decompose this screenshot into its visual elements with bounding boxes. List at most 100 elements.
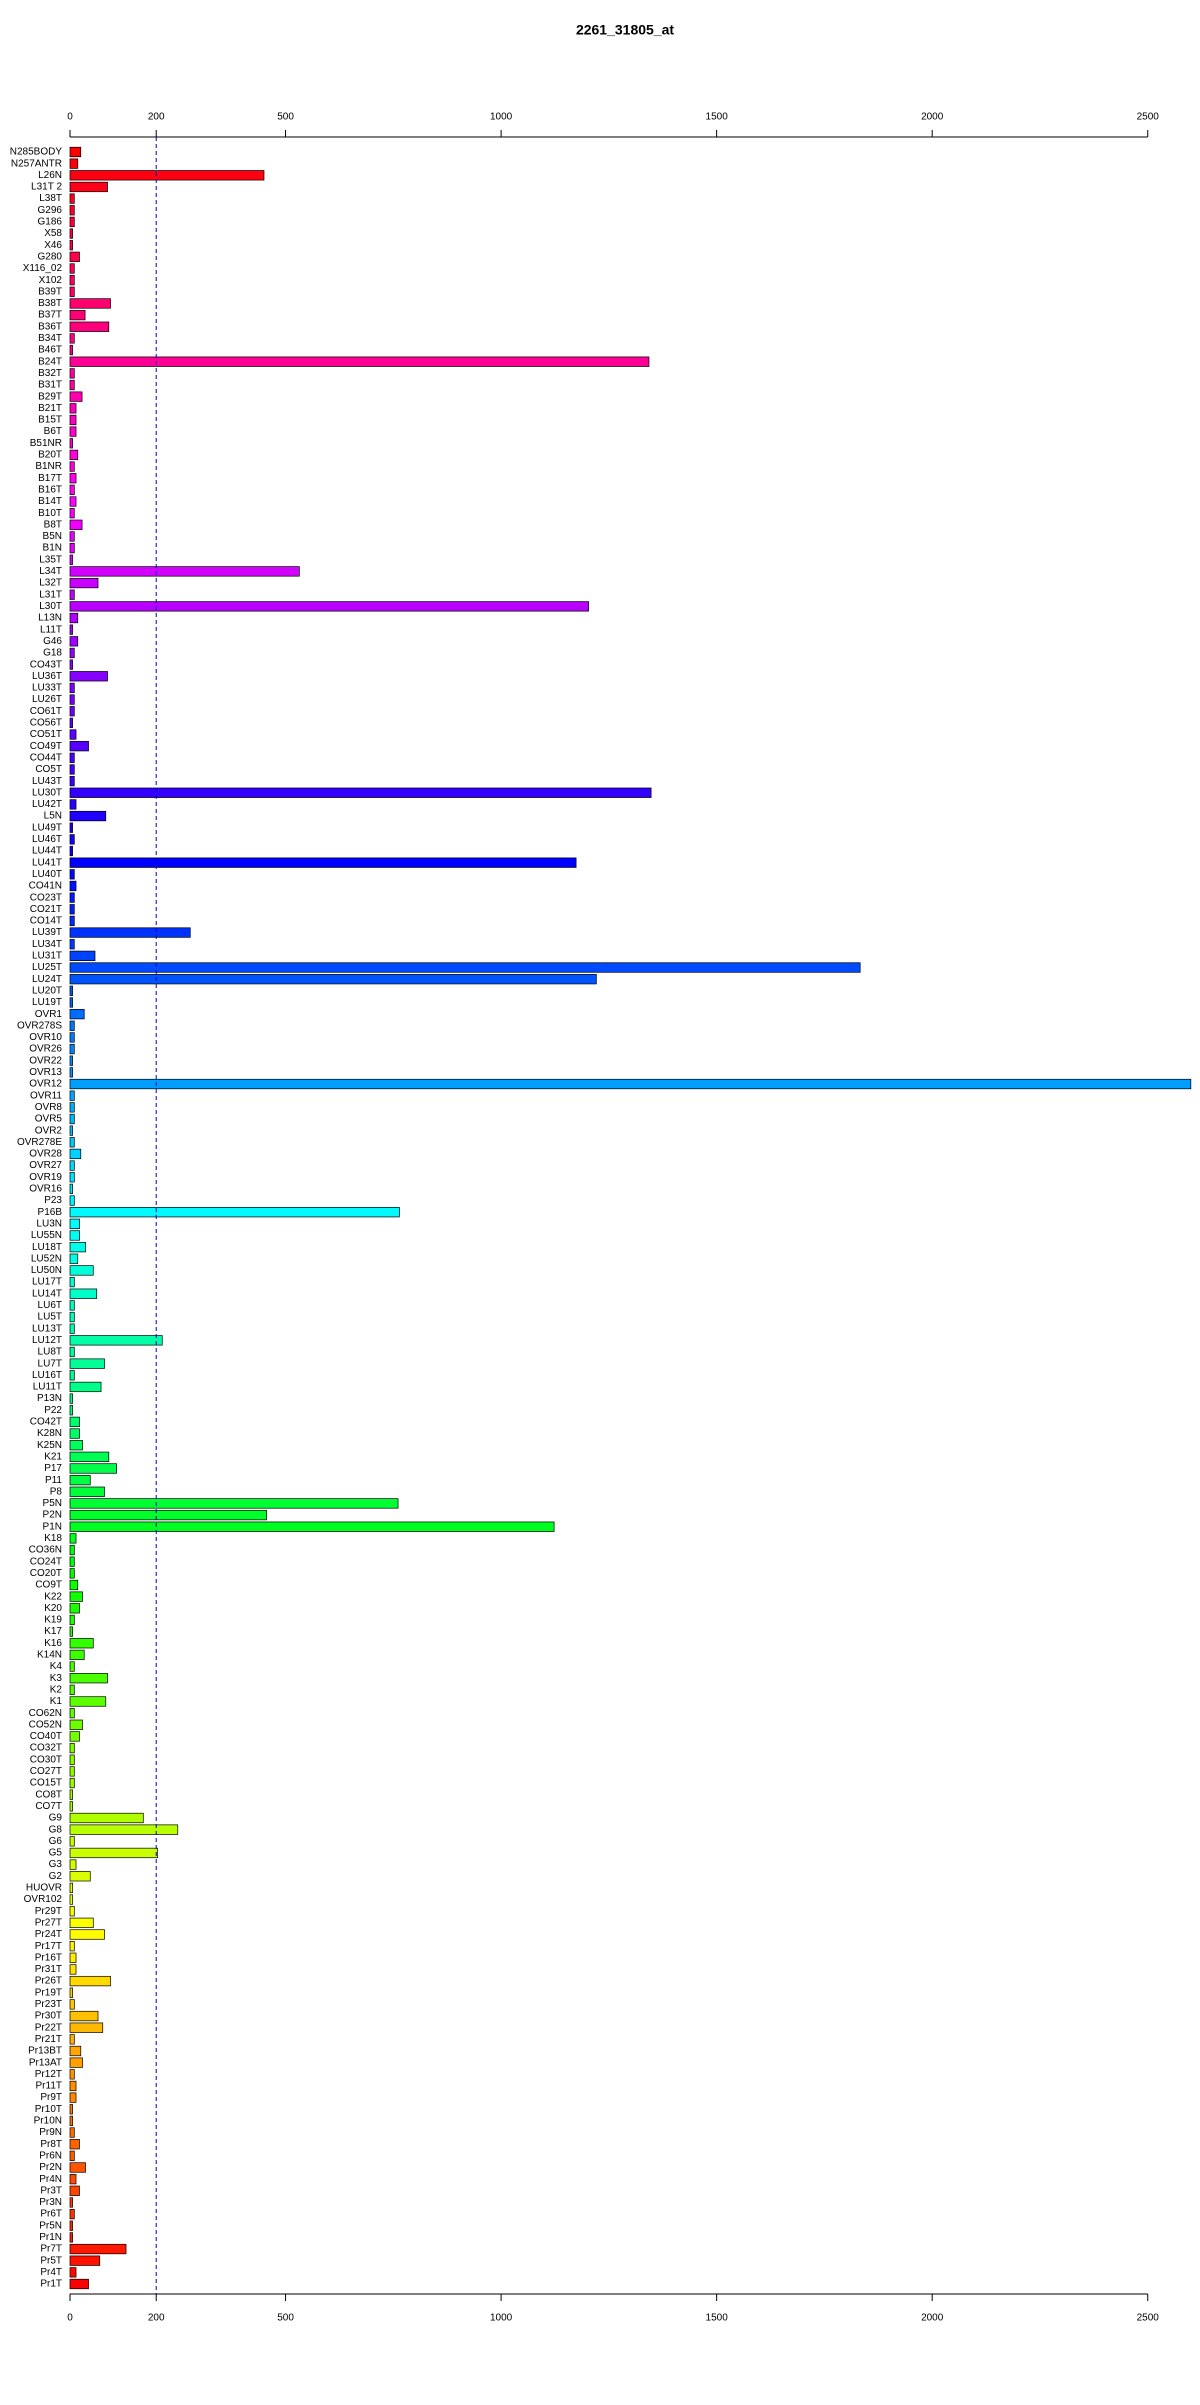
bar [69, 892, 75, 903]
bar [69, 741, 89, 752]
bar [69, 449, 79, 461]
y-tick-label: LU8T [38, 1347, 62, 1358]
bar [69, 717, 73, 728]
bar [69, 1708, 75, 1719]
bar [69, 1288, 98, 1299]
y-tick-label: B32T [38, 368, 62, 379]
bar [69, 1521, 555, 1532]
y-tick-label: LU6T [38, 1300, 62, 1311]
y-tick-label: L13N [38, 613, 62, 624]
bar [69, 286, 75, 297]
bar [69, 1463, 117, 1474]
y-tick-label: HUOVR [26, 1883, 62, 1894]
y-tick-label: Pr27T [35, 1917, 62, 1928]
bar [69, 2057, 83, 2068]
y-tick-label: G186 [38, 217, 63, 228]
y-tick-label: CO36N [29, 1545, 62, 1556]
bar [69, 682, 75, 694]
bar [69, 2162, 86, 2173]
y-tick-label: P17 [44, 1463, 62, 1474]
bar [69, 2069, 75, 2080]
bar [69, 1766, 75, 1777]
bar [69, 2080, 77, 2092]
bar [69, 764, 75, 775]
y-tick-label: CO43T [30, 659, 62, 670]
bar [69, 706, 75, 717]
y-tick-label: K14N [37, 1650, 62, 1661]
y-tick-label: LU42T [32, 799, 62, 810]
bar [69, 1568, 75, 1579]
bar [69, 473, 77, 484]
y-tick-label: P13N [37, 1393, 62, 1404]
bar [69, 787, 652, 798]
bar [69, 275, 75, 286]
bar [69, 1754, 75, 1765]
y-tick-label: LU18T [32, 1242, 62, 1253]
bar [69, 1218, 80, 1229]
y-tick-label: P23 [44, 1195, 62, 1206]
y-tick-label: K22 [44, 1591, 62, 1602]
bar [69, 251, 80, 262]
y-tick-label: Pr11T [36, 2081, 63, 2092]
bar [69, 181, 108, 193]
bar [69, 2115, 73, 2127]
y-tick-label: Pr23T [35, 1999, 62, 2010]
y-tick-label: K25N [37, 1440, 62, 1451]
y-tick-label: L31T 2 [31, 182, 62, 193]
bar [69, 1638, 94, 1649]
bar [69, 146, 82, 158]
y-tick-label: X46 [44, 240, 62, 251]
y-tick-label: CO49T [30, 741, 62, 752]
y-tick-label: OVR278S [17, 1020, 62, 1031]
x-tick-label: 1500 [706, 112, 729, 123]
bar [69, 2010, 99, 2022]
y-tick-label: Pr24T [35, 1929, 62, 1940]
y-tick-label: X102 [39, 275, 63, 286]
bar [69, 414, 77, 426]
y-tick-label: CO62N [29, 1708, 62, 1719]
y-tick-label: K18 [44, 1533, 62, 1544]
y-tick-label: K2 [50, 1684, 63, 1695]
y-tick-label: CO14T [30, 916, 62, 927]
y-tick-label: B34T [38, 333, 62, 344]
y-tick-label: L38T [39, 193, 62, 204]
y-tick-label: Pr6N [39, 2150, 62, 2161]
bar [69, 904, 75, 915]
y-tick-label: Pr26T [35, 1976, 62, 1987]
bar [69, 1941, 75, 1952]
bar [69, 1626, 73, 1637]
bar [69, 333, 75, 344]
bar [69, 775, 75, 787]
y-tick-label: K28N [37, 1428, 62, 1439]
bar [69, 496, 77, 507]
bar [69, 1148, 82, 1160]
y-tick-label: Pr1N [39, 2232, 62, 2243]
bar [69, 1801, 73, 1812]
y-tick-label: P8 [50, 1486, 63, 1497]
bar [69, 1719, 83, 1730]
bar [69, 519, 83, 530]
bar [69, 170, 265, 181]
y-tick-label: LU11T [33, 1382, 62, 1393]
y-tick-label: CO42T [30, 1417, 62, 1428]
y-tick-label: Pr4N [39, 2174, 62, 2185]
y-tick-label: L11T [40, 624, 62, 635]
bar [69, 205, 75, 216]
bar [69, 1649, 85, 1661]
bar [69, 1335, 163, 1346]
bar [69, 2267, 77, 2278]
bar [69, 1917, 94, 1928]
y-tick-label: B24T [38, 356, 62, 367]
y-tick-label: Pr1T [40, 2279, 62, 2290]
y-tick-label: OVR22 [29, 1055, 62, 1066]
bar [69, 1475, 91, 1486]
bar [69, 1428, 80, 1439]
bar [69, 752, 75, 763]
bar [69, 1113, 75, 1125]
bar [69, 426, 77, 437]
y-tick-label: Pr21T [35, 2034, 62, 2045]
bar [69, 2150, 75, 2161]
bar [69, 1777, 75, 1789]
y-tick-label: LU3N [36, 1218, 62, 1229]
